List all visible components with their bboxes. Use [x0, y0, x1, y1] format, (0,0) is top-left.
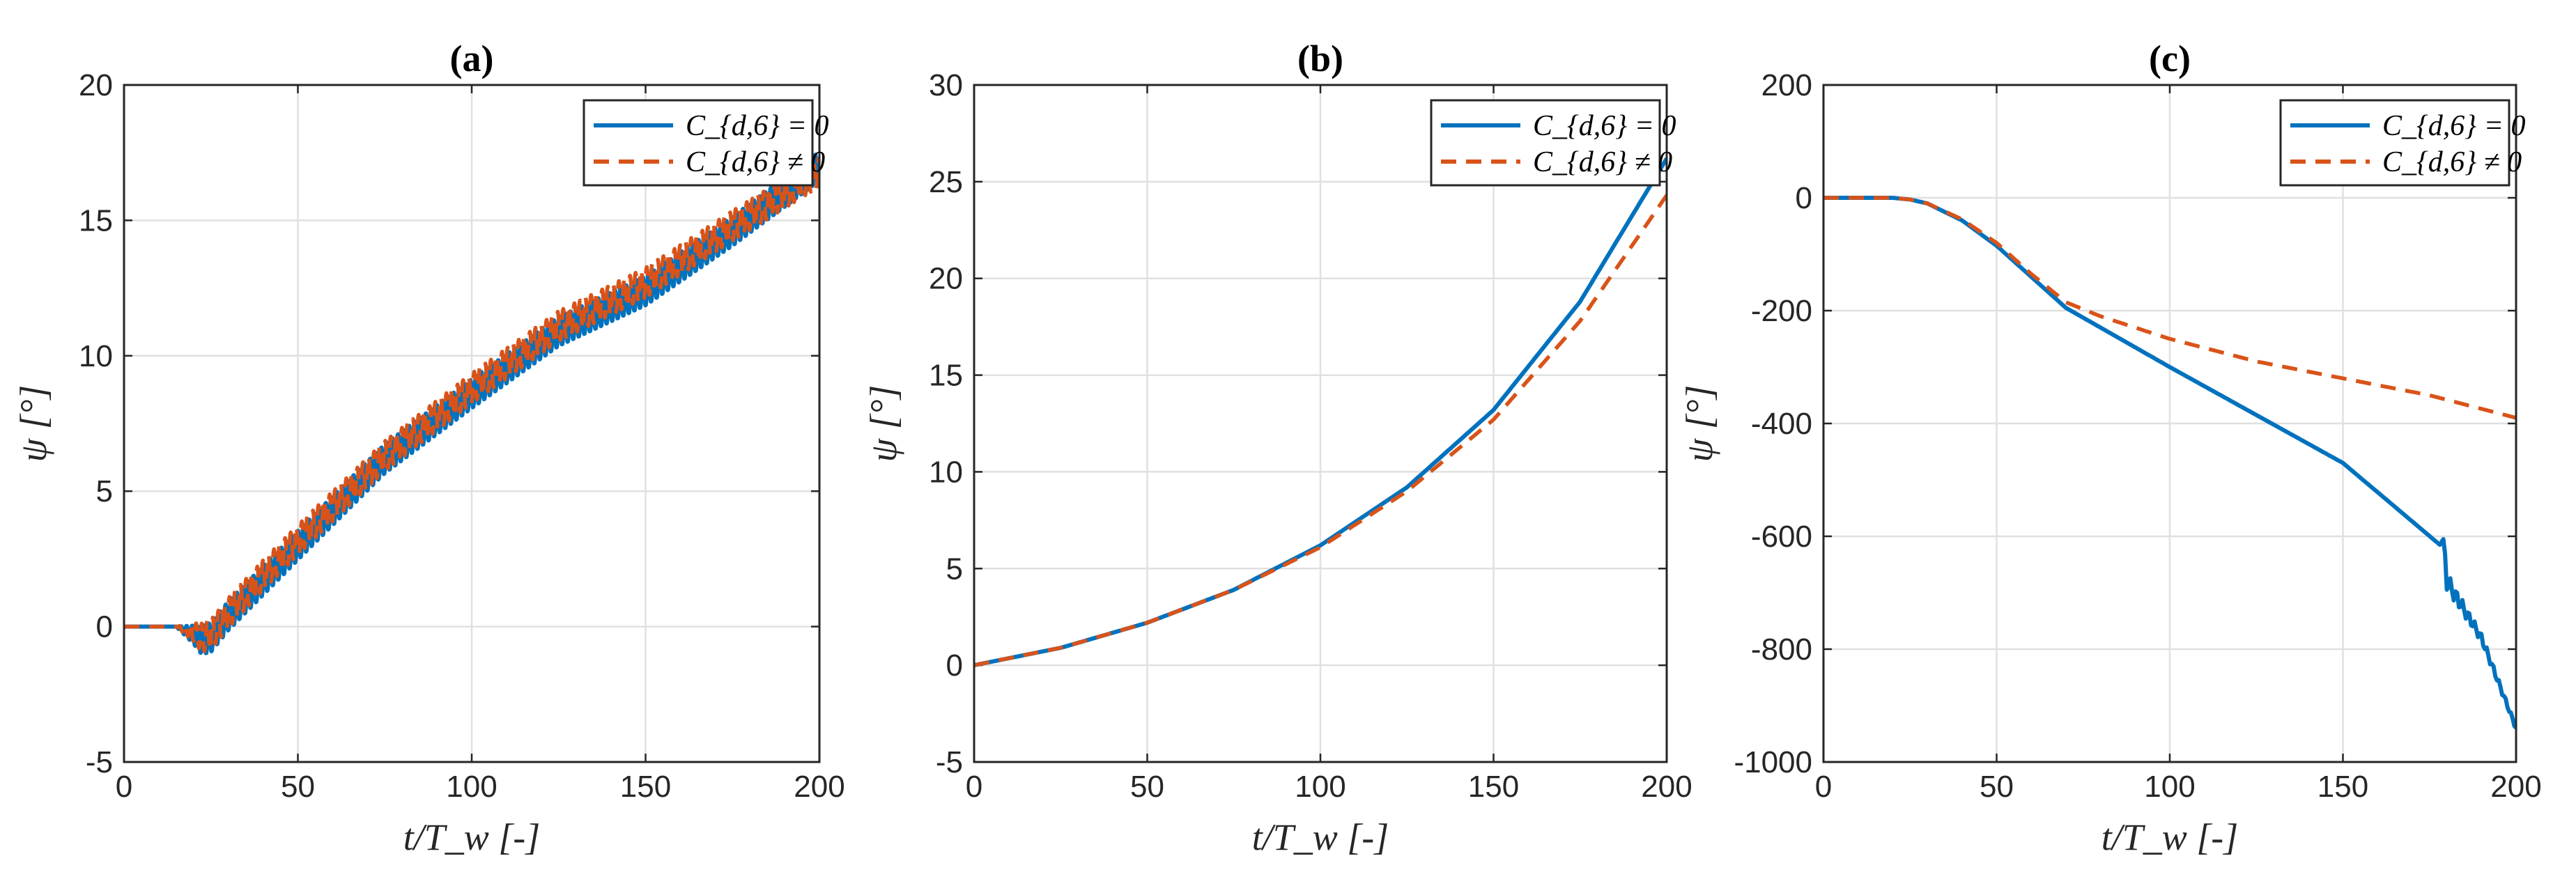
series-line-1 — [1823, 196, 2516, 730]
y-tick-label: 10 — [929, 455, 963, 489]
series-line-1 — [974, 157, 1667, 668]
y-tick-label: -1000 — [1734, 745, 1812, 779]
legend-label-2: C_{d,6} ≠ 0 — [1533, 146, 1672, 178]
x-tick-label: 150 — [620, 770, 671, 804]
y-tick-label: -400 — [1751, 407, 1812, 441]
x-tick-label: 200 — [1641, 770, 1692, 804]
y-tick-label: 20 — [929, 262, 963, 296]
legend: C_{d,6} = 0 C_{d,6} ≠ 0 — [1430, 99, 1676, 187]
legend-label-2: C_{d,6} ≠ 0 — [2382, 146, 2522, 178]
x-axis-label: t/T_w [-] — [1252, 816, 1389, 858]
y-tick-label: -5 — [936, 745, 963, 779]
x-tick-label: 150 — [1468, 770, 1519, 804]
legend-label-1: C_{d,6} = 0 — [686, 110, 828, 142]
axes-box — [123, 84, 821, 763]
x-tick-label: 100 — [1295, 770, 1345, 804]
y-axis-label: ψ [°] — [13, 385, 54, 462]
y-tick-label: 0 — [946, 648, 963, 683]
x-tick-label: 0 — [116, 770, 132, 804]
x-tick-label: 100 — [2144, 770, 2195, 804]
x-tick-label: 200 — [794, 770, 844, 804]
x-tick-label: 50 — [1130, 770, 1164, 804]
legend-label-1: C_{d,6} = 0 — [1533, 110, 1676, 142]
legend-label-2: C_{d,6} ≠ 0 — [686, 146, 825, 178]
y-tick-label: 0 — [1796, 181, 1812, 215]
legend-box — [2279, 99, 2511, 187]
y-tick-label: 0 — [96, 610, 113, 644]
y-tick-label: -5 — [86, 745, 113, 779]
y-tick-label: 15 — [79, 203, 113, 238]
x-tick-label: 0 — [966, 770, 982, 804]
y-axis-label: ψ [°] — [863, 385, 904, 462]
chart-title: (a) — [450, 38, 494, 79]
x-axis-label: t/T_w [-] — [403, 816, 541, 858]
x-axis-label: t/T_w [-] — [2101, 816, 2239, 858]
y-tick-label: -800 — [1751, 632, 1812, 667]
axes-box — [973, 84, 1668, 763]
series-group — [974, 157, 1667, 668]
y-tick-label: 20 — [79, 68, 113, 102]
legend: C_{d,6} = 0 C_{d,6} ≠ 0 — [583, 99, 828, 187]
x-tick-label: 100 — [446, 770, 497, 804]
y-tick-label: -200 — [1751, 294, 1812, 328]
y-tick-label: 5 — [946, 552, 963, 586]
series-line-2 — [1823, 196, 2516, 420]
chart-title: (b) — [1297, 38, 1343, 79]
y-tick-label: 15 — [929, 359, 963, 393]
y-tick-label: 5 — [96, 474, 113, 508]
legend-box — [1430, 99, 1661, 187]
x-tick-label: 50 — [281, 770, 315, 804]
legend-label-1: C_{d,6} = 0 — [2382, 110, 2525, 142]
x-tick-label: 150 — [2317, 770, 2368, 804]
axes-box — [1822, 84, 2517, 763]
y-tick-label: 200 — [1761, 68, 1812, 102]
y-tick-label: 10 — [79, 339, 113, 373]
x-tick-label: 50 — [1980, 770, 2014, 804]
y-tick-label: 30 — [929, 68, 963, 102]
legend-box — [583, 99, 814, 187]
y-tick-label: 25 — [929, 165, 963, 199]
series-group — [1823, 196, 2516, 730]
x-tick-label: 200 — [2490, 770, 2541, 804]
series-line-2 — [124, 156, 819, 653]
chart-panel-c: 0 50 100 150 200 -1000 -800 -600 -400 -200 0 200 (c)… — [1679, 38, 2542, 858]
y-axis-label: ψ [°] — [1679, 385, 1720, 462]
legend: C_{d,6} = 0 C_{d,6} ≠ 0 — [2279, 99, 2525, 187]
chart-title: (c) — [2149, 38, 2191, 79]
x-tick-label: 0 — [1815, 770, 1832, 804]
y-tick-label: -600 — [1751, 520, 1812, 554]
series-group — [124, 153, 819, 655]
